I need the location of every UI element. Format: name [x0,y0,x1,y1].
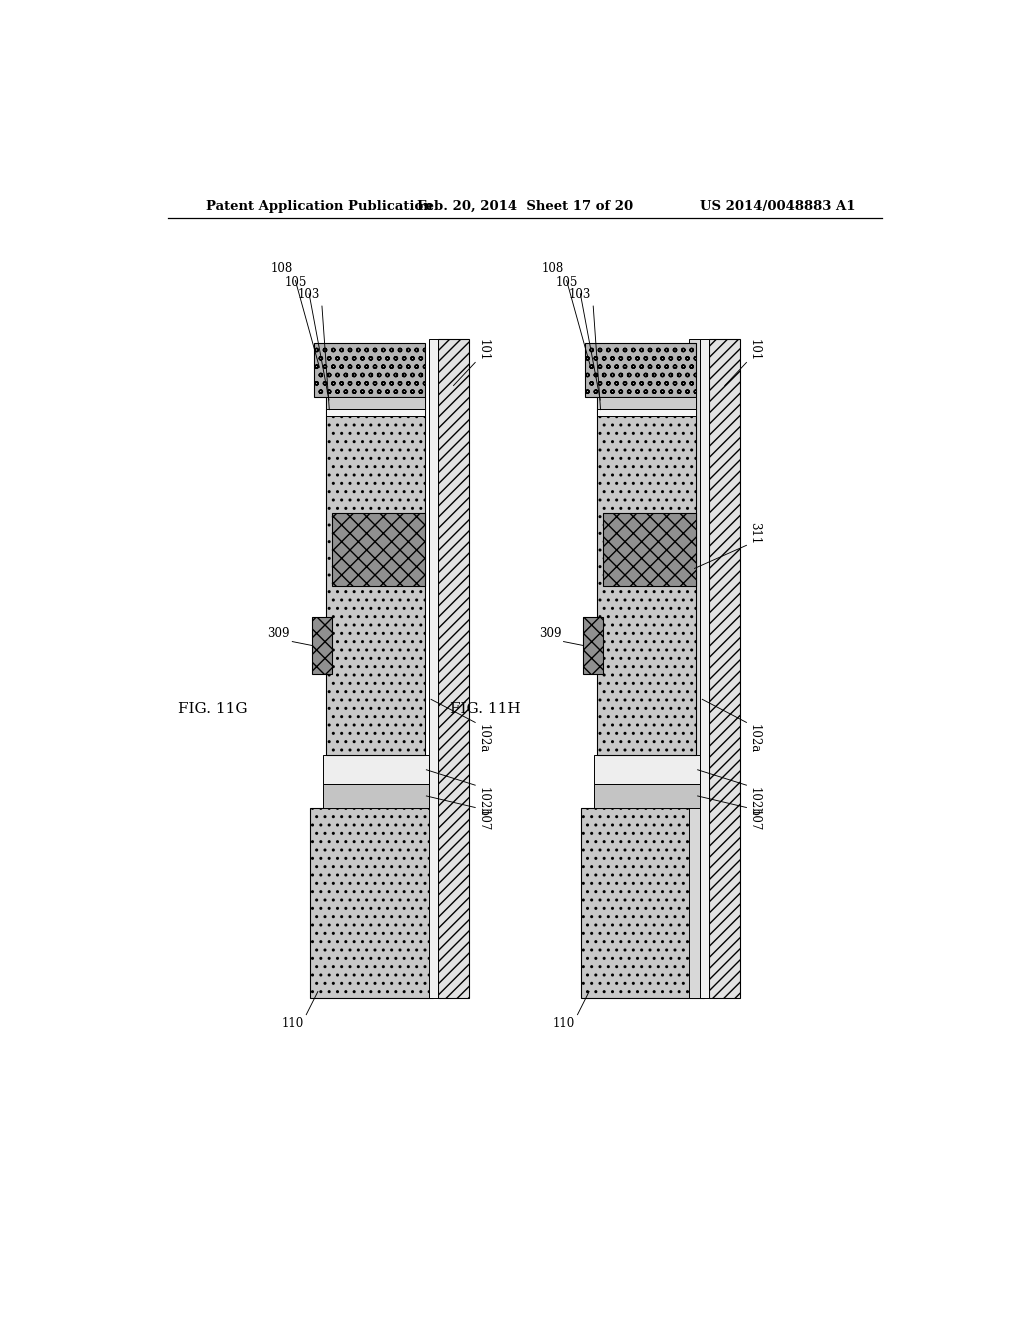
Text: 101: 101 [477,339,489,360]
Bar [700,339,710,998]
Bar [597,397,696,755]
Bar [429,339,438,998]
Text: 108: 108 [542,263,564,276]
Bar [594,784,700,808]
Text: 105: 105 [556,276,579,289]
Text: Feb. 20, 2014  Sheet 17 of 20: Feb. 20, 2014 Sheet 17 of 20 [417,199,633,213]
Bar [323,755,429,784]
Text: 102a: 102a [477,723,489,754]
Text: 108: 108 [270,263,293,276]
Text: 101: 101 [748,339,761,360]
Bar [689,339,700,998]
Text: 105: 105 [285,276,307,289]
Bar [438,339,469,998]
Bar [326,397,425,409]
Bar [326,409,425,416]
Text: FIG. 11H: FIG. 11H [450,702,520,715]
Bar [582,808,703,998]
Bar [583,616,603,675]
Text: 110: 110 [282,1016,304,1030]
Text: US 2014/0048883 A1: US 2014/0048883 A1 [700,199,856,213]
Bar [710,339,740,998]
Text: 110: 110 [553,1016,575,1030]
Bar [586,343,696,397]
Bar [323,784,429,808]
Text: 309: 309 [539,627,561,640]
Bar [603,512,696,586]
Text: Patent Application Publication: Patent Application Publication [206,199,432,213]
Text: 103: 103 [569,288,592,301]
Bar [311,616,332,675]
Text: FIG. 11G: FIG. 11G [178,702,248,715]
Text: 107: 107 [748,809,761,832]
Bar [310,808,432,998]
Bar [326,397,425,755]
Bar [594,755,700,784]
Text: 102b: 102b [748,787,761,817]
Bar [597,409,696,416]
Bar [332,512,425,586]
Bar [314,343,425,397]
Text: 102b: 102b [477,787,489,817]
Text: 103: 103 [298,288,321,301]
Text: 311: 311 [748,521,761,544]
Bar [597,397,696,409]
Text: 102a: 102a [748,723,761,754]
Text: 309: 309 [267,627,290,640]
Text: 107: 107 [477,809,489,832]
